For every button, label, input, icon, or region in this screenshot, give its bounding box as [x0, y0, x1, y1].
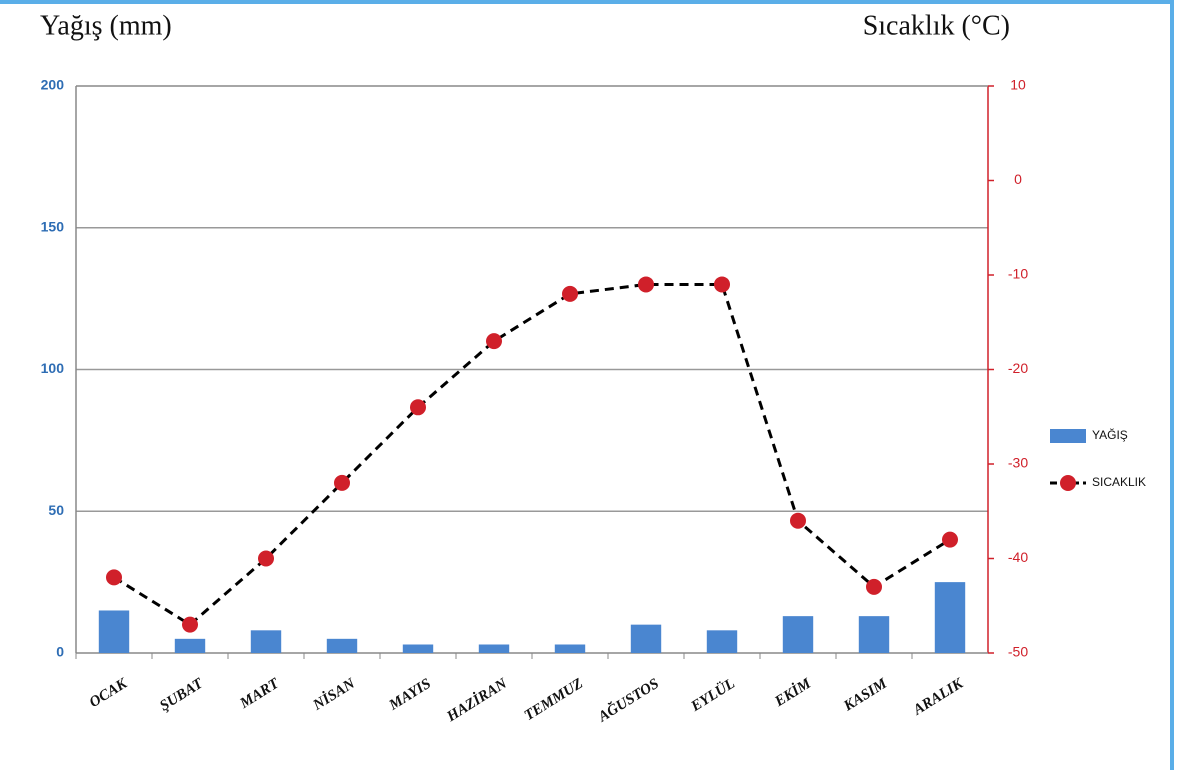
- bar: [326, 638, 358, 653]
- bar: [858, 616, 890, 653]
- legend-swatch: [1050, 429, 1086, 443]
- bar: [554, 644, 586, 653]
- y-tick-label: 200: [41, 77, 65, 93]
- marker: [866, 578, 882, 595]
- marker: [182, 616, 198, 633]
- bar: [782, 616, 814, 653]
- marker: [258, 550, 274, 567]
- marker: [334, 474, 350, 491]
- bar: [630, 624, 662, 653]
- y2-tick-label: 0: [1014, 171, 1022, 187]
- marker: [790, 512, 806, 529]
- y-axis-title: Yağış (mm): [40, 10, 172, 41]
- y2-tick-label: -20: [1008, 360, 1028, 376]
- bar: [934, 582, 966, 653]
- y-tick-label: 50: [48, 502, 64, 518]
- bar: [402, 644, 434, 653]
- line: [113, 282, 951, 627]
- marker: [942, 531, 958, 548]
- y2-tick-label: -10: [1008, 266, 1028, 282]
- marker: [714, 276, 730, 293]
- marker: [562, 285, 578, 302]
- y2-tick-label: 10: [1010, 77, 1026, 93]
- y2-tick-label: -50: [1008, 644, 1028, 660]
- bar: [98, 610, 130, 653]
- marker: [410, 399, 426, 416]
- bar: [250, 630, 282, 653]
- marker: [106, 569, 122, 586]
- bar: [478, 644, 510, 653]
- legend-label: YAĞIŞ: [1092, 427, 1128, 442]
- y-tick-label: 100: [41, 360, 65, 376]
- bar: [706, 630, 738, 653]
- legend-label: SICAKLIK: [1092, 475, 1146, 489]
- marker: [486, 333, 502, 350]
- legend-marker: [1060, 475, 1076, 491]
- y2-tick-label: -30: [1008, 455, 1028, 471]
- y2-axis-title: Sıcaklık (°C): [863, 10, 1010, 41]
- y-tick-label: 150: [41, 218, 65, 234]
- bar: [174, 638, 206, 653]
- y-tick-label: 0: [56, 644, 64, 660]
- marker: [638, 276, 654, 293]
- y2-tick-label: -40: [1008, 549, 1028, 565]
